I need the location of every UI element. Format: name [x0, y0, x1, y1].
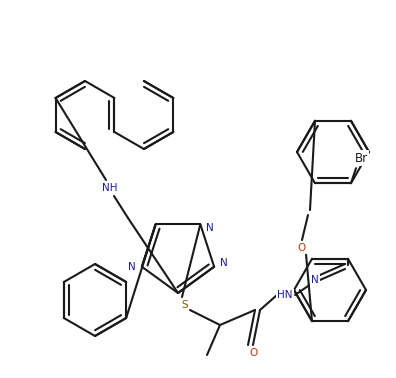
Text: O: O — [249, 348, 257, 358]
Text: Br: Br — [354, 152, 367, 165]
Text: S: S — [182, 300, 188, 310]
Text: N: N — [220, 258, 228, 268]
Text: N: N — [128, 262, 136, 272]
Text: O: O — [298, 243, 306, 253]
Text: N: N — [206, 223, 214, 233]
Text: N: N — [311, 275, 319, 285]
Text: HN: HN — [277, 290, 293, 300]
Text: NH: NH — [102, 183, 118, 193]
